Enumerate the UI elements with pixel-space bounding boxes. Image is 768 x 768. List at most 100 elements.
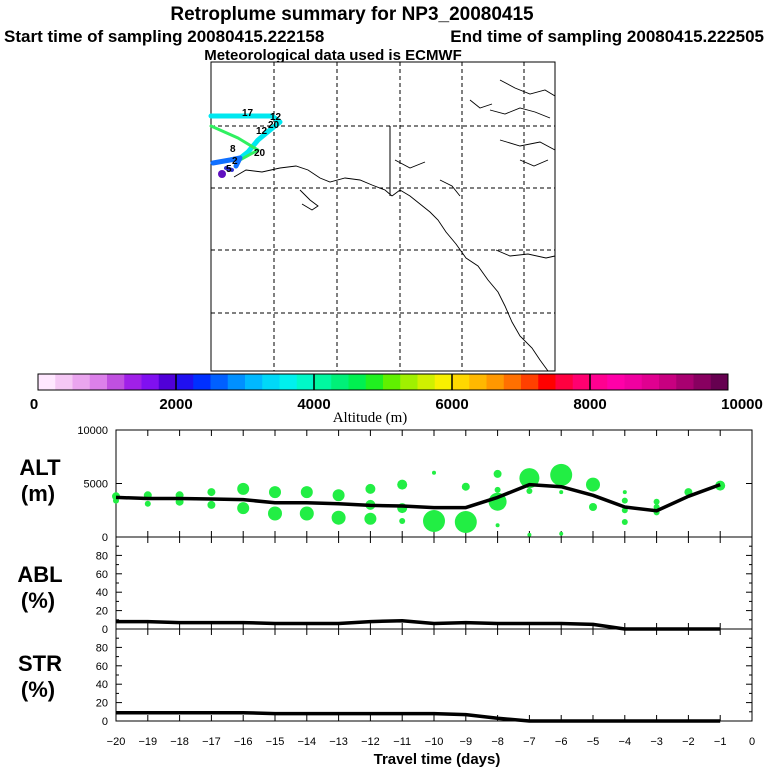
y-tick-label: 40 — [96, 679, 108, 691]
coastlines — [233, 79, 556, 372]
traj-label: 5 — [226, 164, 232, 175]
colorbar-cell — [555, 374, 574, 390]
trajectory-labels: 17 12 20 12 20 8 2 5 — [226, 108, 282, 175]
altitude-colorbar — [38, 374, 729, 390]
altitude-blob — [494, 486, 501, 493]
traj-label: 12 — [256, 126, 268, 137]
altitude-blob — [495, 523, 500, 528]
colorbar-cell — [193, 374, 211, 390]
y-tick-label: 20 — [96, 606, 108, 618]
altitude-blob — [432, 470, 436, 475]
colorbar-tick-label: 10000 — [721, 396, 763, 413]
traj-label: 12 — [270, 112, 282, 123]
altitude-blob — [454, 511, 477, 533]
colorbar-cell — [245, 374, 263, 390]
x-tick-label: −4 — [619, 736, 632, 748]
y-tick-label: 80 — [96, 550, 108, 562]
colorbar-tick-label: 4000 — [297, 396, 330, 413]
altitude-blob — [423, 510, 445, 532]
colorbar-cell — [262, 374, 280, 390]
y-tick-label: 40 — [96, 587, 108, 599]
altitude-blob — [526, 488, 533, 494]
colorbar-cell — [607, 374, 625, 390]
x-tick-label: −13 — [329, 736, 348, 748]
origin-marker — [218, 170, 226, 178]
colorbar-cell — [227, 374, 246, 390]
x-tick-label: −5 — [587, 736, 600, 748]
trajectory-paths — [208, 113, 283, 178]
traj-label: 8 — [230, 144, 236, 155]
colorbar-cell — [486, 374, 505, 390]
colorbar-cell — [72, 374, 91, 390]
colorbar-tick-label: 2000 — [159, 396, 192, 413]
colorbar-cell — [314, 374, 332, 390]
series-line-alt — [115, 482, 721, 513]
colorbar-frame — [37, 373, 729, 391]
colorbar-cell — [676, 374, 694, 390]
panel-frame — [115, 536, 753, 630]
traj-label: 2 — [232, 156, 238, 167]
colorbar-tick-label: 8000 — [573, 396, 606, 413]
colorbar-cell — [210, 374, 229, 390]
start-time-label: Start time of sampling 20080415.222158 — [4, 27, 324, 46]
colorbar-cell — [55, 374, 73, 390]
altitude-blob — [493, 469, 502, 478]
map-graticule — [211, 62, 555, 371]
colorbar-cell — [624, 374, 643, 390]
altitude-blob — [397, 479, 408, 490]
colorbar-cell — [107, 374, 125, 390]
series-line-abl — [116, 618, 721, 631]
y-tick-label: 5000 — [84, 479, 108, 491]
x-tick-label: −20 — [107, 736, 126, 748]
time-series-panels: 0500010000ALT(m)020406080ABL(%)020406080… — [17, 425, 753, 728]
x-tick-label: −15 — [266, 736, 285, 748]
x-tick-label: −7 — [523, 736, 536, 748]
altitude-blob — [399, 518, 406, 524]
colorbar-cell — [400, 374, 418, 390]
altitude-blob — [559, 531, 564, 536]
altitude-blob — [527, 532, 532, 537]
colorbar-cell — [89, 374, 108, 390]
y-tick-label: 60 — [96, 569, 108, 581]
colorbar-cell — [452, 374, 470, 390]
y-tick-label: 0 — [102, 716, 108, 728]
x-tick-label: −2 — [682, 736, 695, 748]
colorbar-cell — [469, 374, 487, 390]
colorbar-cell — [590, 374, 608, 390]
altitude-blob — [622, 490, 627, 495]
colorbar-cell — [503, 374, 522, 390]
altitude-blob — [550, 463, 573, 486]
end-time-label: End time of sampling 20080415.222505 — [450, 27, 764, 46]
altitude-blob — [332, 489, 345, 502]
altitude-blob — [237, 502, 250, 515]
altitude-blob — [559, 490, 564, 495]
colorbar-cell — [124, 374, 142, 390]
colorbar-cell — [693, 374, 712, 390]
colorbar-cell — [365, 374, 384, 390]
traj-label: 20 — [254, 148, 266, 159]
x-tick-label: −16 — [234, 736, 253, 748]
panel-str: 0 20 40 60 80 STR(%) — [18, 628, 753, 728]
y-tick-label: 10000 — [77, 425, 108, 437]
colorbar-cell — [38, 374, 56, 390]
colorbar-cell — [176, 374, 194, 390]
y-tick-label: 60 — [96, 661, 108, 673]
traj-label: 17 — [242, 108, 254, 119]
colorbar-cell — [641, 374, 660, 390]
panel-unit: (%) — [21, 677, 55, 702]
altitude-blob — [461, 482, 470, 491]
x-tick-label: −8 — [491, 736, 504, 748]
x-tick-label: −17 — [202, 736, 221, 748]
x-axis-title: Travel time (days) — [374, 751, 501, 768]
x-tick-label: −1 — [714, 736, 727, 748]
x-axis-ticks: −20 −19 −18 −17 −16 −15 −14 −13 −12 −11 −10 −9 −8 −7−… — [107, 736, 755, 748]
y-tick-label: 20 — [96, 698, 108, 710]
panel-unit: (m) — [21, 481, 55, 506]
altitude-blob — [268, 506, 282, 521]
colorbar-cell — [383, 374, 401, 390]
panel-unit: (%) — [21, 588, 55, 613]
x-tick-label: −18 — [170, 736, 189, 748]
colorbar-cell — [158, 374, 177, 390]
colorbar-cell — [279, 374, 298, 390]
